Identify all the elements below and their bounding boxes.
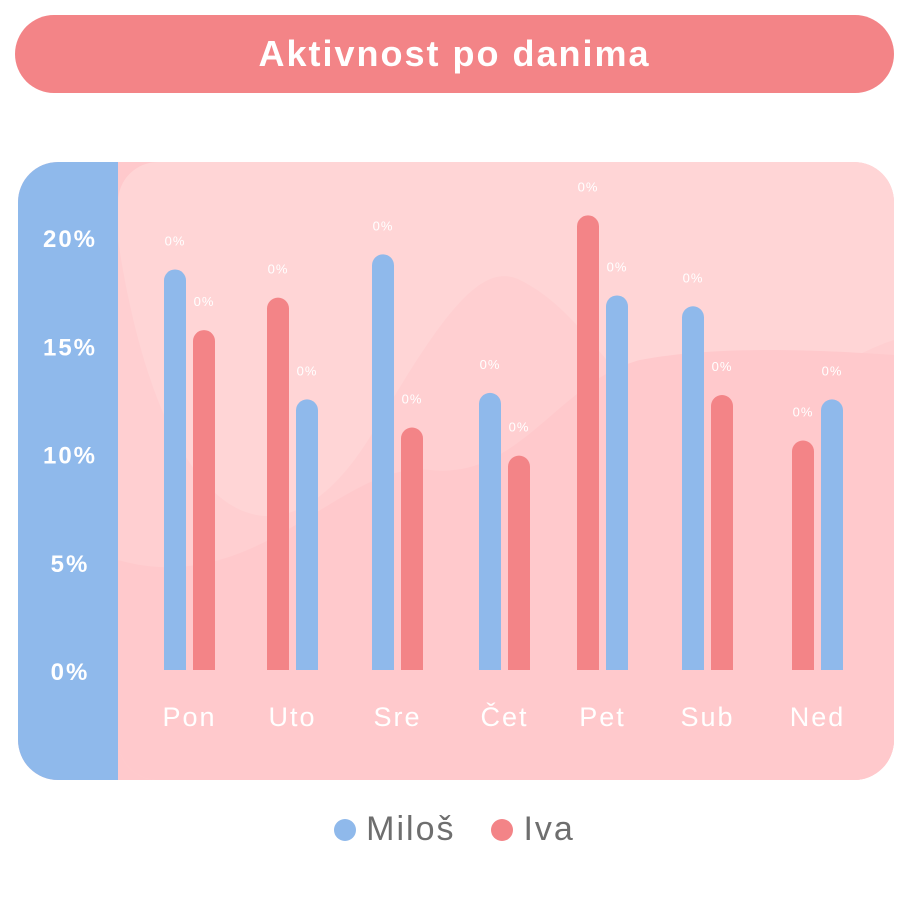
bar-iva xyxy=(267,297,289,670)
bar-iva xyxy=(193,330,215,670)
x-tick-label: Pon xyxy=(162,702,216,732)
legend-item-milos: Miloš xyxy=(334,810,455,849)
legend-dot-milos xyxy=(334,818,357,841)
bar-iva xyxy=(577,215,599,670)
bar-iva xyxy=(508,455,530,670)
bar-milos xyxy=(821,399,843,670)
x-tick-label: Ned xyxy=(790,702,846,732)
data-label: 0% xyxy=(509,420,530,435)
bar-milos xyxy=(682,306,704,670)
data-label: 0% xyxy=(402,392,423,407)
legend-item-iva: Iva xyxy=(491,810,574,849)
data-label: 0% xyxy=(480,357,501,372)
data-label: 0% xyxy=(578,179,599,194)
y-tick-label: 20% xyxy=(43,226,97,253)
bar-milos xyxy=(372,254,394,670)
data-label: 0% xyxy=(165,233,186,248)
bar-milos xyxy=(606,295,628,670)
data-label: 0% xyxy=(822,363,843,378)
y-tick-label: 15% xyxy=(43,334,97,361)
data-label: 0% xyxy=(683,270,704,285)
legend-label-milos: Miloš xyxy=(366,810,456,848)
title-bar: Aktivnost po danima xyxy=(15,15,894,93)
data-label: 0% xyxy=(607,259,628,274)
bar-milos xyxy=(479,392,501,670)
x-tick-label: Sub xyxy=(680,702,734,732)
bar-iva xyxy=(792,440,814,670)
data-label: 0% xyxy=(793,405,814,420)
x-tick-label: Uto xyxy=(268,702,316,732)
chart-title: Aktivnost po danima xyxy=(258,33,651,74)
data-label: 0% xyxy=(297,363,318,378)
legend-label-iva: Iva xyxy=(523,810,575,848)
data-label: 0% xyxy=(373,218,394,233)
data-label: 0% xyxy=(712,359,733,374)
bar-milos xyxy=(164,269,186,670)
y-tick-label: 5% xyxy=(51,551,90,578)
x-tick-label: Čet xyxy=(480,701,528,732)
legend-dot-iva xyxy=(491,818,514,841)
bar-iva xyxy=(401,427,423,670)
y-tick-label: 10% xyxy=(43,443,97,470)
data-label: 0% xyxy=(194,294,215,309)
x-tick-label: Sre xyxy=(373,702,421,732)
x-tick-label: Pet xyxy=(579,702,626,732)
legend: Miloš Iva xyxy=(0,810,909,849)
y-axis-strip xyxy=(18,162,118,780)
bar-milos xyxy=(296,399,318,670)
data-label: 0% xyxy=(268,262,289,277)
bar-iva xyxy=(711,395,733,670)
y-tick-label: 0% xyxy=(51,659,90,686)
